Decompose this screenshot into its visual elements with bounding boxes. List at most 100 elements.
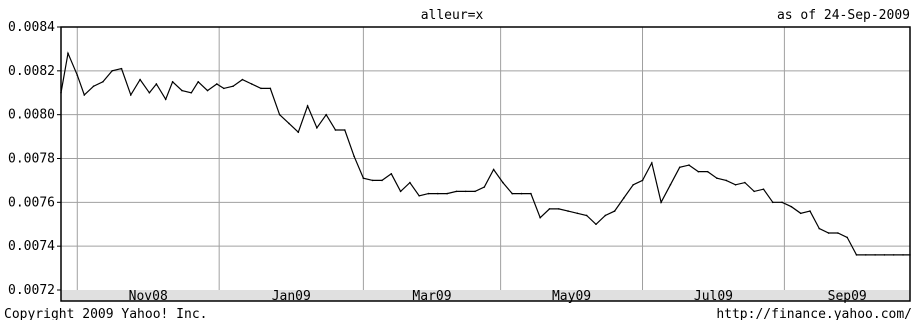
data-point (164, 98, 167, 101)
source-url: http://finance.yahoo.com/ (716, 307, 912, 320)
data-point (762, 188, 765, 190)
x-tick-label: Sep09 (828, 289, 867, 304)
data-point (502, 181, 504, 184)
data-point (827, 232, 830, 234)
data-point (557, 208, 560, 210)
data-point (855, 254, 858, 256)
data-point (129, 94, 132, 96)
data-point (530, 192, 532, 195)
axis-band (61, 290, 910, 301)
data-point (306, 105, 309, 107)
data-point (269, 87, 272, 90)
data-point (155, 83, 158, 85)
data-point (139, 78, 141, 81)
data-point (865, 254, 867, 256)
data-point (909, 254, 911, 256)
data-point (576, 212, 579, 215)
y-tick-label: 0.0076 (8, 195, 55, 210)
data-point (641, 179, 644, 182)
data-point (706, 170, 709, 173)
data-point (171, 80, 174, 83)
data-point (539, 216, 541, 219)
data-point (316, 127, 318, 129)
data-point (67, 52, 69, 55)
data-point (334, 129, 337, 131)
data-point (241, 78, 244, 81)
data-point (595, 223, 597, 226)
data-point (223, 87, 225, 90)
data-point (297, 131, 300, 133)
y-tick-label: 0.0080 (8, 108, 55, 123)
data-point (464, 190, 467, 193)
x-tick-label: Nov08 (129, 289, 168, 304)
data-point (190, 91, 193, 94)
data-point (381, 179, 383, 182)
data-point (260, 87, 262, 90)
data-point (771, 201, 774, 204)
data-point (390, 173, 393, 175)
data-point (790, 205, 793, 208)
data-point (651, 162, 653, 164)
data-point (362, 177, 365, 180)
data-point (669, 184, 672, 186)
data-point (102, 80, 104, 83)
data-point (343, 129, 346, 131)
x-tick-label: Jan09 (272, 289, 311, 304)
data-point (604, 214, 607, 217)
y-tick-label: 0.0084 (8, 20, 55, 35)
data-point (325, 113, 327, 116)
data-point (83, 94, 86, 96)
data-point (567, 210, 569, 212)
data-point (409, 181, 411, 184)
data-point (892, 254, 895, 256)
data-point (623, 197, 625, 199)
chart-as-of-date: as of 24-Sep-2009 (777, 8, 910, 23)
data-point (818, 227, 821, 230)
data-point (883, 254, 886, 256)
data-point (197, 80, 200, 83)
data-point (809, 210, 811, 212)
data-point (725, 179, 728, 182)
data-point (846, 236, 848, 239)
data-point (697, 170, 700, 173)
data-point (874, 254, 876, 256)
data-point (399, 190, 402, 193)
data-point (92, 85, 95, 87)
data-point (216, 83, 218, 85)
data-point (520, 192, 523, 195)
x-tick-label: May09 (552, 289, 591, 304)
data-point (76, 74, 79, 77)
data-point (418, 194, 421, 197)
y-axis-ticks: 0.0084 0.0082 0.0080 0.0078 0.0076 0.0074 0.00… (8, 20, 61, 298)
x-tick-label: Jul09 (694, 289, 733, 304)
data-point (288, 122, 290, 125)
data-point (688, 164, 690, 166)
data-point (716, 177, 718, 180)
data-point (744, 181, 746, 184)
data-point (511, 192, 514, 195)
data-points (60, 52, 911, 256)
plot-frame (60, 26, 911, 302)
data-point (353, 155, 355, 158)
x-tick-label: Mar09 (412, 289, 451, 304)
y-tick-label: 0.0078 (8, 152, 55, 167)
cropped-header (0, 0, 340, 5)
copyright-text: Copyright 2009 Yahoo! Inc. (4, 307, 208, 320)
data-point (483, 186, 486, 188)
data-point (753, 190, 755, 193)
data-point (278, 113, 281, 116)
data-point (734, 184, 737, 186)
data-point (492, 168, 495, 171)
y-tick-label: 0.0074 (8, 239, 55, 254)
data-point (60, 91, 62, 94)
data-point (250, 83, 253, 85)
data-point (446, 192, 448, 195)
data-point (427, 192, 430, 195)
data-point (474, 190, 476, 193)
data-point (613, 210, 616, 212)
data-point (548, 208, 551, 210)
data-point (455, 190, 458, 193)
data-point (781, 201, 783, 204)
data-point (148, 91, 151, 94)
